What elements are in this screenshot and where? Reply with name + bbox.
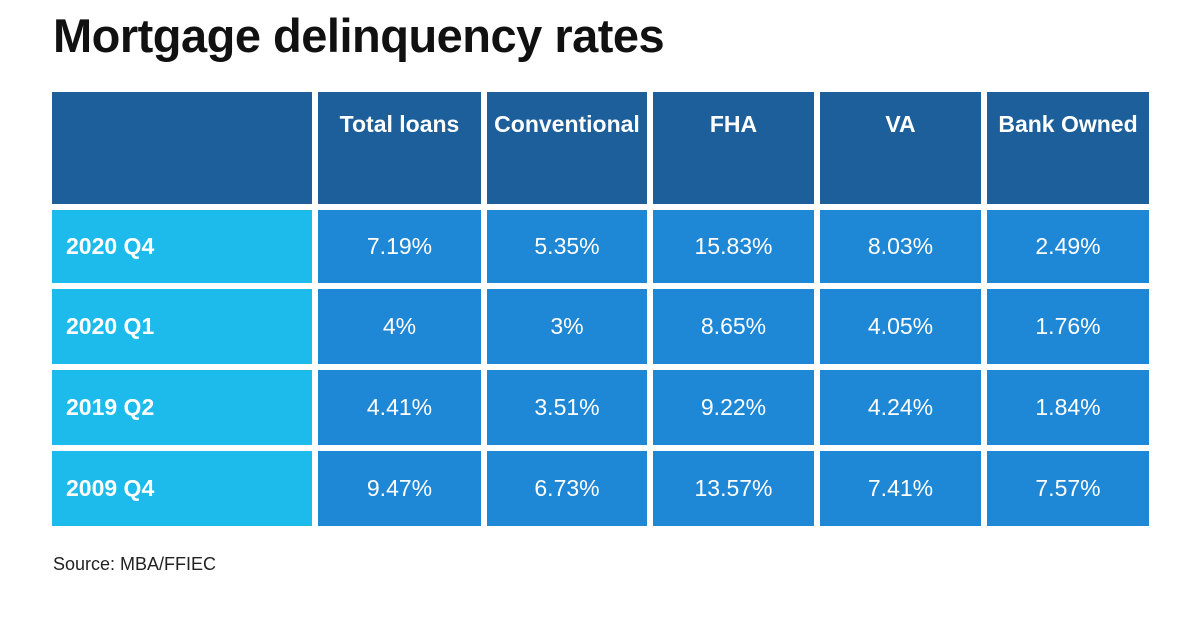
table-cell: 4.41% (318, 370, 481, 445)
table-cell: 4.05% (820, 289, 981, 364)
table-cell: 4.24% (820, 370, 981, 445)
table-cell: 9.47% (318, 451, 481, 526)
row-label: 2020 Q4 (52, 210, 312, 283)
row-label: 2020 Q1 (52, 289, 312, 364)
table-cell: 15.83% (653, 210, 814, 283)
table-cell: 5.35% (487, 210, 647, 283)
table-cell: 8.65% (653, 289, 814, 364)
table-cell: 8.03% (820, 210, 981, 283)
table-cell: 4% (318, 289, 481, 364)
table-cell: 7.19% (318, 210, 481, 283)
table-cell: 6.73% (487, 451, 647, 526)
row-label: 2009 Q4 (52, 451, 312, 526)
column-header: Conventional (487, 92, 647, 204)
table-cell: 9.22% (653, 370, 814, 445)
table-cell: 1.76% (987, 289, 1149, 364)
table-cell: 3% (487, 289, 647, 364)
delinquency-table: Total loans Conventional FHA VA Bank Own… (52, 92, 1149, 526)
table-cell: 3.51% (487, 370, 647, 445)
column-header: VA (820, 92, 981, 204)
table-corner-cell (52, 92, 312, 204)
table-cell: 13.57% (653, 451, 814, 526)
table-cell: 1.84% (987, 370, 1149, 445)
table-cell: 2.49% (987, 210, 1149, 283)
column-header: Total loans (318, 92, 481, 204)
chart-title: Mortgage delinquency rates (53, 9, 665, 62)
source-note: Source: MBA/FFIEC (53, 554, 217, 574)
table-cell: 7.57% (987, 451, 1149, 526)
table-cell: 7.41% (820, 451, 981, 526)
column-header: FHA (653, 92, 814, 204)
column-header: Bank Owned (987, 92, 1149, 204)
row-label: 2019 Q2 (52, 370, 312, 445)
